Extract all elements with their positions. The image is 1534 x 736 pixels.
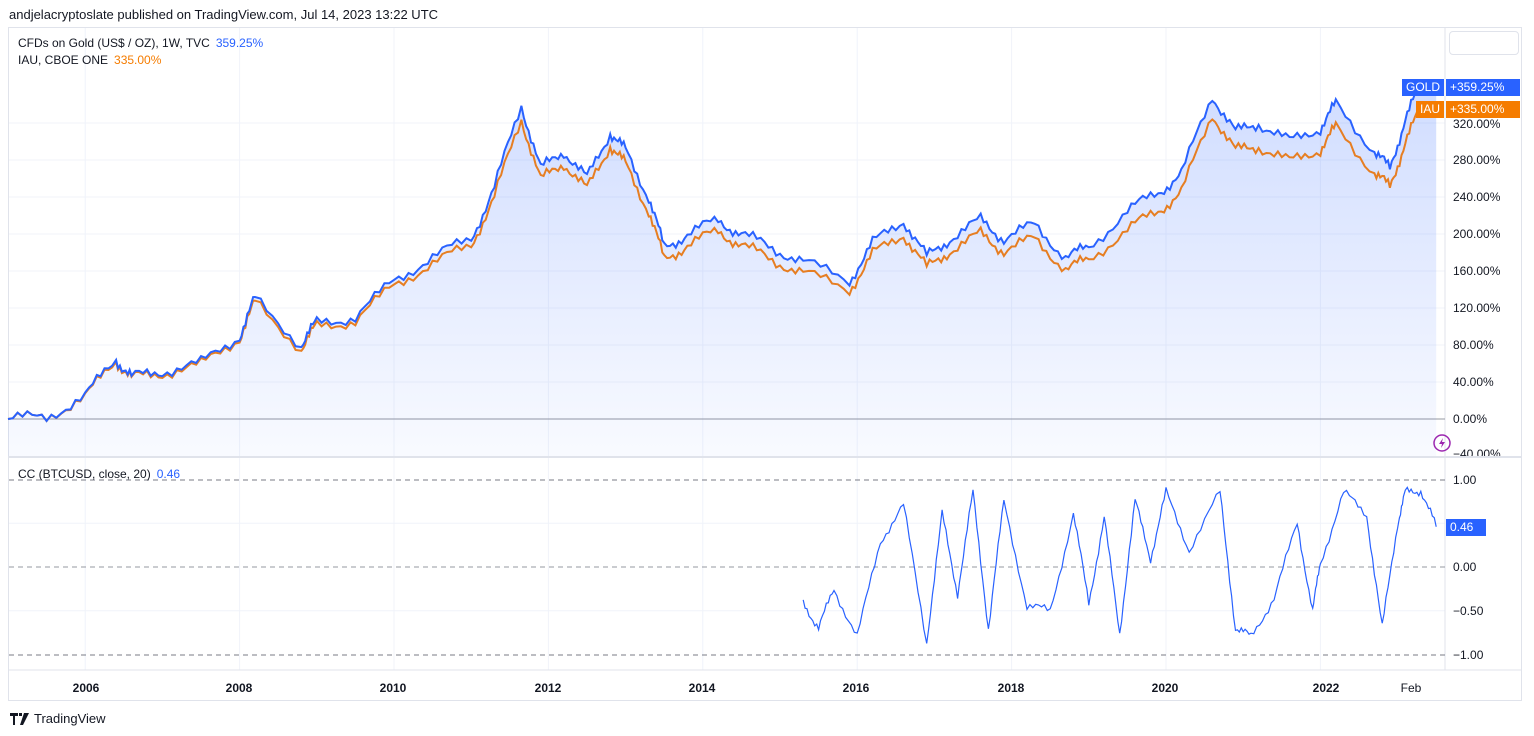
legend-gold-label: CFDs on Gold (US$ / OZ), 1W, TVC xyxy=(18,36,210,50)
cc-y-label: −1.00 xyxy=(1453,648,1484,662)
iau-symbol-tag: IAU xyxy=(1416,101,1445,118)
gold-line xyxy=(7,79,1437,423)
legend-gold[interactable]: CFDs on Gold (US$ / OZ), 1W, TVC 359.25% xyxy=(18,36,263,50)
chart-toolbar-box[interactable] xyxy=(1449,31,1519,55)
y-label: 40.00% xyxy=(1453,375,1494,389)
x-label: Feb xyxy=(1400,681,1422,695)
cc-line xyxy=(802,486,1437,644)
y-label: 320.00% xyxy=(1453,117,1501,131)
tradingview-logo-icon xyxy=(10,712,29,725)
x-label: 2006 xyxy=(72,681,100,695)
gold-area-fill xyxy=(8,83,1437,456)
legend-iau[interactable]: IAU, CBOE ONE 335.00% xyxy=(18,53,161,67)
x-label: 2012 xyxy=(534,681,562,695)
cc-y-label: 0.00 xyxy=(1453,560,1477,574)
y-label: 120.00% xyxy=(1453,301,1501,315)
y-label: 200.00% xyxy=(1453,227,1501,241)
x-label: 2014 xyxy=(688,681,716,695)
iau-price-tag: +335.00% xyxy=(1446,101,1520,118)
tradingview-branding[interactable]: TradingView xyxy=(10,711,106,726)
y-label: 0.00% xyxy=(1453,412,1488,426)
y-label: 80.00% xyxy=(1453,338,1494,352)
chart-frame xyxy=(8,27,1522,701)
legend-iau-label: IAU, CBOE ONE xyxy=(18,53,109,67)
y-label: 160.00% xyxy=(1453,264,1501,278)
brand-name: TradingView xyxy=(34,711,106,726)
gold-price-tag: +359.25% xyxy=(1446,79,1520,96)
iau-line xyxy=(7,102,1437,423)
cc-value-tag: 0.46 xyxy=(1446,519,1486,536)
gold-symbol-tag: GOLD xyxy=(1402,79,1445,96)
publish-info: andjelacryptoslate published on TradingV… xyxy=(9,7,439,22)
y-label: −40.00% xyxy=(1453,448,1501,456)
x-label: 2008 xyxy=(225,681,253,695)
legend-cc-value: 0.46 xyxy=(156,467,181,481)
x-label: 2020 xyxy=(1151,681,1179,695)
x-label: 2018 xyxy=(997,681,1025,695)
x-label: 2022 xyxy=(1312,681,1340,695)
cc-y-label: −0.50 xyxy=(1453,604,1484,618)
cc-y-label: 1.00 xyxy=(1453,473,1477,487)
legend-iau-value: 335.00% xyxy=(114,53,162,67)
y-label: 280.00% xyxy=(1453,153,1501,167)
legend-gold-value: 359.25% xyxy=(215,36,264,50)
y-label: 240.00% xyxy=(1453,190,1501,204)
x-label: 2016 xyxy=(842,681,870,695)
x-label: 2010 xyxy=(379,681,407,695)
lightning-icon xyxy=(1433,434,1451,452)
legend-cc[interactable]: CC (BTCUSD, close, 20) 0.46 xyxy=(18,467,180,481)
legend-cc-label: CC (BTCUSD, close, 20) xyxy=(18,467,151,481)
